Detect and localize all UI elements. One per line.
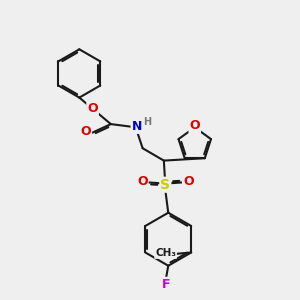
Text: H: H (143, 117, 151, 127)
Text: F: F (162, 278, 170, 291)
Text: O: O (183, 175, 194, 188)
Text: O: O (137, 175, 148, 188)
Text: O: O (189, 119, 200, 132)
Text: N: N (132, 120, 142, 133)
Text: CH₃: CH₃ (155, 248, 176, 258)
Text: O: O (80, 125, 91, 138)
Text: S: S (160, 178, 170, 192)
Text: O: O (87, 102, 98, 115)
